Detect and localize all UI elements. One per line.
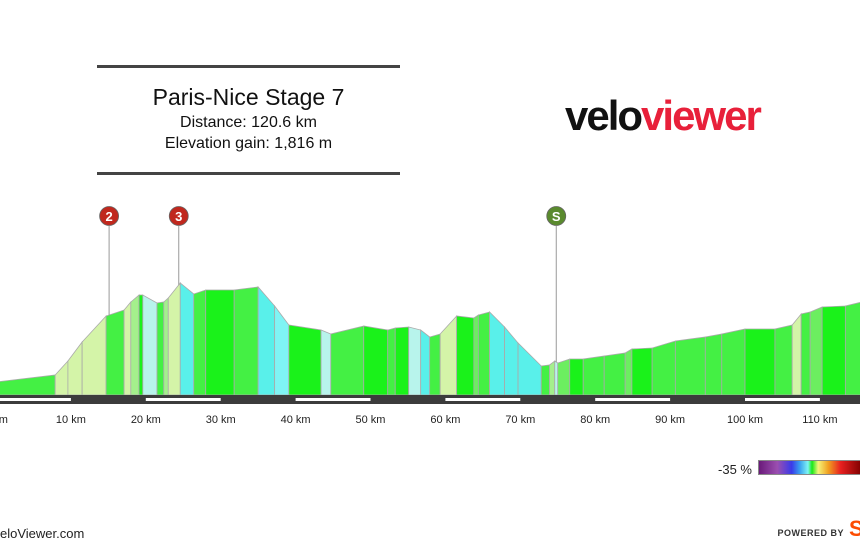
profile-segment (274, 304, 290, 396)
x-tick-label: 80 km (580, 414, 610, 426)
elevation-profile-chart: 0 km 10 km 20 km 30 km 40 km 50 km 60 km 70 km 8… (0, 206, 860, 426)
axis-stripe (445, 398, 521, 401)
profile-segment (105, 309, 125, 396)
marker-label: 3 (175, 209, 182, 224)
x-tick-label: 0 km (0, 414, 8, 426)
profile-segment (394, 326, 410, 396)
profile-segment (363, 325, 389, 396)
profile-segment (744, 328, 776, 396)
marker-label: S (552, 209, 561, 224)
profile-segment (0, 374, 56, 396)
axis-stripe (0, 398, 71, 401)
profile-segment (549, 360, 556, 396)
x-tick-label: 110 km (802, 414, 837, 426)
x-tick-label: 70 km (505, 414, 535, 426)
profile-segment (179, 282, 195, 396)
powered-by-label: POWERED BY (777, 528, 844, 538)
profile-segment (554, 360, 559, 396)
profile-segment (288, 324, 322, 396)
profile-segment (387, 327, 396, 396)
profile-segment (142, 294, 158, 396)
profile-segment (557, 358, 571, 396)
profile-segment (517, 342, 542, 396)
elevation-gain-label: Elevation gain: 1,816 m (164, 135, 333, 152)
profile-segment (130, 294, 140, 396)
distance-label: Distance: 120.6 km (180, 114, 317, 131)
profile-segment (205, 289, 235, 396)
profile-segment (704, 333, 723, 396)
logo-viewer: viewer (641, 92, 762, 139)
x-tick-label: 100 km (727, 414, 763, 426)
profile-segment (123, 300, 132, 396)
strava-logo: S (849, 516, 860, 541)
profile-segment (809, 306, 823, 396)
profile-segment (456, 315, 475, 396)
profile-segment (439, 314, 458, 396)
x-tick-label: 20 km (131, 414, 161, 426)
x-tick-label: 50 km (356, 414, 386, 426)
profile-segment (721, 328, 746, 396)
profile-segment (156, 301, 165, 396)
profile-segment (540, 364, 550, 396)
distance-axis-bar (0, 395, 860, 404)
profile-segment (54, 359, 69, 396)
marker-2-icon (99, 206, 119, 226)
profile-segment (67, 340, 83, 396)
x-tick-label: 30 km (206, 414, 236, 426)
marker-label: 2 (105, 209, 112, 224)
profile-segment (582, 355, 605, 396)
profile-segment (791, 312, 802, 396)
profile-segment (193, 289, 207, 396)
profile-segment (489, 311, 505, 396)
profile-segment (651, 340, 676, 396)
profile-segment (408, 326, 422, 396)
marker-s-icon (546, 206, 567, 226)
logo-velo: velo (565, 92, 643, 139)
marker-3-icon (168, 206, 189, 226)
axis-stripe (595, 398, 671, 401)
axis-stripe (295, 398, 371, 401)
stage-title: Paris-Nice Stage 7 (152, 84, 345, 110)
profile-segment (320, 329, 332, 396)
profile-segment (429, 333, 441, 396)
profile-segment (257, 285, 276, 396)
profile-segment (167, 281, 181, 396)
profile-segment (138, 294, 144, 396)
profile-segment (674, 336, 706, 396)
profile-segment (569, 358, 584, 396)
x-tick-label: 10 km (56, 414, 86, 426)
profile-segment (631, 347, 653, 396)
profile-segment (624, 348, 633, 396)
profile-segment (844, 302, 860, 396)
axis-stripe (745, 398, 820, 401)
x-tick-label: 60 km (430, 414, 460, 426)
x-tick-label: 90 km (655, 414, 685, 426)
x-tick-label: 40 km (281, 414, 311, 426)
veloviewer-logo: veloviewer (565, 92, 762, 140)
profile-segment (330, 325, 365, 396)
title-box: Paris-Nice Stage 7 Distance: 120.6 km El… (97, 65, 400, 175)
profile-segment (81, 314, 107, 396)
footer-site: eloViewer.com (0, 526, 85, 541)
profile-segment (800, 311, 811, 396)
profile-segment (233, 286, 259, 396)
gradient-legend-bar (758, 460, 860, 475)
profile-segment (504, 325, 519, 396)
axis-stripe (145, 398, 221, 401)
profile-segment (163, 297, 169, 396)
profile-segment (603, 352, 626, 396)
profile-segment (774, 324, 793, 396)
profile-segment (821, 305, 846, 396)
profile-segment (473, 314, 479, 396)
gradient-legend-label: -35 % (718, 462, 752, 477)
profile-segment (420, 329, 431, 396)
profile-segment (477, 311, 490, 396)
